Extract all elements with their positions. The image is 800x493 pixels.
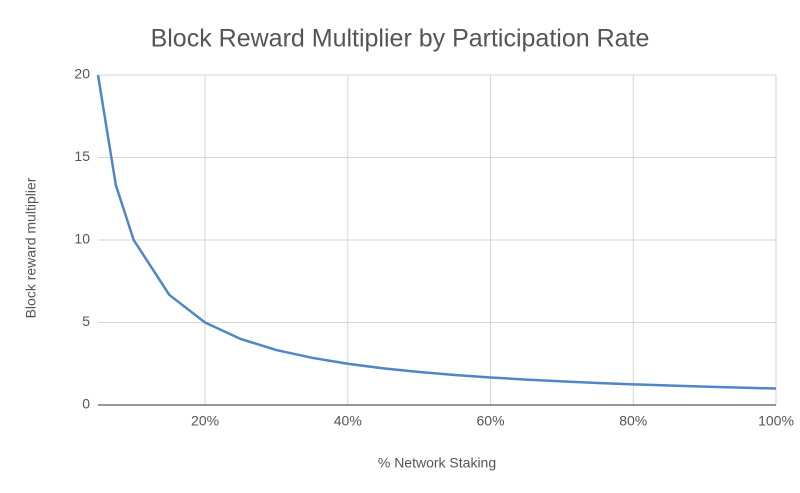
chart-title: Block Reward Multiplier by Participation… xyxy=(151,25,650,53)
y-tick-label: 0 xyxy=(82,396,90,412)
y-axis-label: Block reward multiplier xyxy=(23,177,39,318)
line-series xyxy=(96,74,777,390)
x-tick-label: 100% xyxy=(758,413,794,429)
y-tick-label: 15 xyxy=(74,148,90,164)
x-tick-label: 40% xyxy=(334,413,362,429)
y-tick-label: 20 xyxy=(74,66,90,82)
y-tick-label: 5 xyxy=(82,313,90,329)
x-axis-label: % Network Staking xyxy=(378,455,496,471)
x-tick-label: 80% xyxy=(619,413,647,429)
x-tick-label: 60% xyxy=(477,413,505,429)
x-tick-label: 20% xyxy=(191,413,219,429)
y-tick-label: 10 xyxy=(74,231,90,247)
